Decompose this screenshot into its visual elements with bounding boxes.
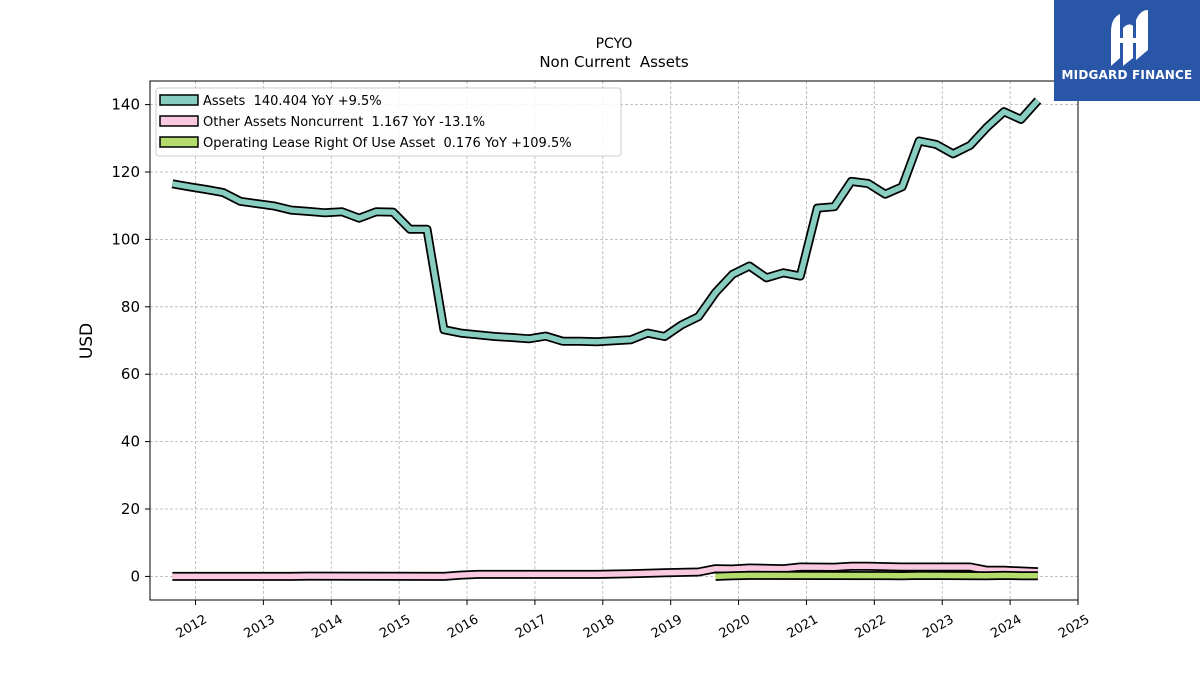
axes: 0 20 40 60 80 100 120 140 2012 2013 2014 2015 2016 20… (111, 96, 1092, 642)
y-tick-label: 120 (111, 163, 140, 181)
legend: Assets 140.404 YoY +9.5% Other Assets Non… (155, 87, 622, 157)
x-tick-label: 2023 (920, 612, 956, 642)
midgard-logo-icon (1111, 10, 1148, 66)
y-axis-label: USD (77, 323, 97, 359)
legend-label: Operating Lease Right Of Use Asset 0.176… (203, 136, 572, 151)
grid (150, 81, 1079, 600)
legend-swatch (159, 94, 199, 106)
x-tick-label: 2015 (377, 612, 413, 642)
midgard-finance-logo: MIDGARD FINANCE (1054, 0, 1200, 101)
plot-frame (149, 80, 1079, 601)
x-tick-label: 2018 (581, 612, 617, 642)
x-tick-label: 2024 (988, 612, 1024, 642)
x-tick-label: 2014 (309, 612, 345, 642)
series-line-1 (172, 563, 1039, 580)
y-tick-label: 0 (130, 567, 140, 585)
x-tick-label: 2019 (649, 612, 685, 642)
y-tick-label: 40 (121, 433, 140, 451)
y-tick-label: 80 (121, 298, 140, 316)
series-line-2 (715, 572, 1038, 580)
chart-ticker-title: PCYO (596, 36, 633, 52)
x-tick-label: 2022 (853, 612, 889, 642)
x-tick-label: 2017 (513, 612, 549, 642)
y-tick-label: 20 (121, 500, 140, 518)
y-tick-label: 100 (111, 230, 140, 248)
x-tick-label: 2012 (174, 612, 210, 642)
x-tick-label: 2025 (1056, 612, 1092, 642)
legend-box (155, 87, 622, 157)
y-tick-label: 140 (111, 96, 140, 114)
legend-label: Assets 140.404 YoY +9.5% (203, 94, 382, 109)
chart-subtitle: Non Current Assets (539, 53, 689, 71)
series-line-0 (171, 98, 1040, 345)
legend-swatch (159, 136, 199, 148)
y-tick-label: 60 (121, 365, 140, 383)
legend-swatch (159, 115, 199, 127)
x-tick-label: 2016 (445, 612, 481, 642)
x-tick-label: 2013 (242, 612, 278, 642)
series-lines (171, 97, 1042, 581)
x-tick-label: 2021 (785, 612, 821, 642)
x-tick-label: 2020 (717, 612, 753, 642)
brand-name: MIDGARD FINANCE (1061, 68, 1193, 82)
legend-label: Other Assets Noncurrent 1.167 YoY -13.1% (203, 115, 485, 130)
